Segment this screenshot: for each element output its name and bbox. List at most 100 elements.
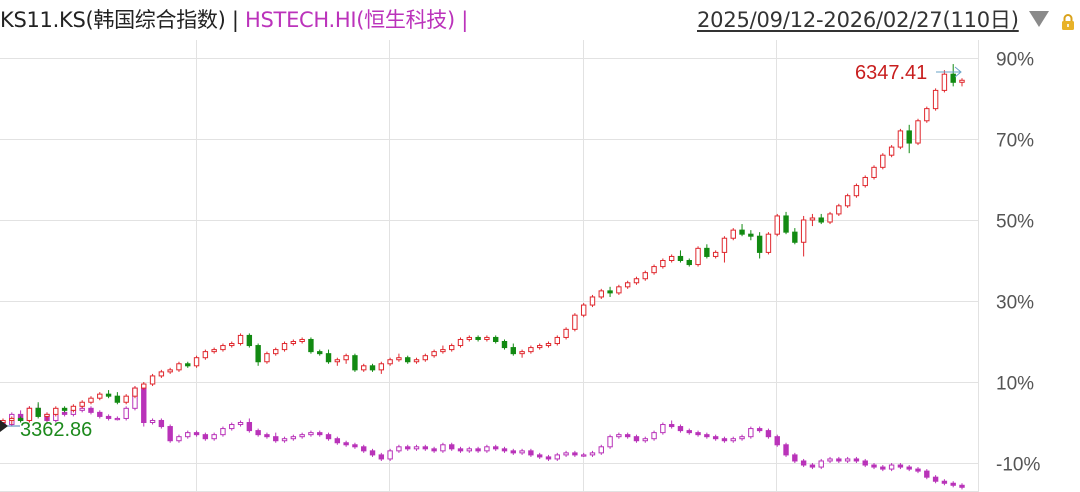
- candle: [440, 345, 446, 354]
- candle: [783, 442, 789, 457]
- candle: [141, 386, 147, 427]
- candle: [809, 213, 816, 227]
- candle: [809, 463, 816, 470]
- candle: [545, 454, 552, 461]
- candle: [308, 430, 314, 437]
- candle: [888, 145, 895, 158]
- candle: [704, 432, 710, 439]
- compare-symbol-label[interactable]: HSTECH.HI(恒生科技) |: [245, 8, 469, 32]
- candle: [950, 481, 956, 488]
- candle: [449, 343, 455, 352]
- candle: [818, 213, 824, 225]
- candle: [9, 416, 15, 425]
- lock-icon[interactable]: [1061, 13, 1075, 31]
- candle: [748, 426, 754, 439]
- main-symbol-label[interactable]: KS11.KS(韩国综合指数): [0, 8, 226, 32]
- candle: [211, 432, 217, 441]
- candle: [105, 414, 112, 421]
- candle: [554, 452, 560, 461]
- title-separator: |: [225, 8, 246, 32]
- candle: [378, 361, 385, 374]
- triangle-down-icon[interactable]: [1029, 11, 1049, 27]
- candle: [387, 357, 393, 366]
- candle: [299, 337, 305, 344]
- candle: [492, 444, 499, 451]
- candle: [589, 294, 596, 308]
- candle: [220, 343, 226, 352]
- y-tick-label: 30%: [996, 293, 1034, 314]
- candle: [730, 228, 736, 241]
- candle: [264, 351, 270, 364]
- candle: [712, 434, 719, 441]
- first-value-label: 3362.86: [20, 419, 92, 441]
- candle: [343, 440, 349, 447]
- candle: [668, 420, 675, 429]
- candle: [352, 442, 358, 449]
- candle: [651, 264, 657, 275]
- candle: [792, 452, 798, 463]
- candle: [792, 228, 798, 245]
- candle: [783, 211, 789, 235]
- candle: [396, 444, 402, 453]
- candle: [756, 426, 763, 433]
- candle: [800, 215, 807, 257]
- candle: [642, 270, 648, 281]
- candle: [554, 335, 560, 346]
- candle: [721, 236, 728, 263]
- candle: [176, 361, 182, 372]
- candle: [229, 422, 235, 431]
- series-ks11: [0, 64, 965, 427]
- candle: [519, 448, 525, 455]
- candle: [193, 430, 200, 437]
- candle: [290, 434, 297, 441]
- candle: [660, 422, 666, 435]
- candle: [413, 357, 420, 364]
- candle: [53, 406, 59, 417]
- candle: [457, 446, 464, 453]
- date-range-selector[interactable]: 2025/09/12-2026/02/27(110日): [697, 8, 1019, 32]
- candle: [114, 416, 121, 421]
- candle: [167, 424, 173, 443]
- candle: [325, 349, 332, 364]
- first-value-marker-icon: [0, 420, 8, 432]
- candle: [836, 456, 842, 463]
- price-chart[interactable]: 90% 70% 50% 30% 10% -10% 6347.41 3362.86: [0, 40, 1080, 492]
- candle: [580, 452, 587, 457]
- candle: [185, 430, 191, 439]
- candle: [836, 203, 842, 216]
- candle: [149, 373, 156, 387]
- candle: [572, 450, 578, 457]
- candle: [237, 420, 244, 427]
- candle: [255, 428, 261, 437]
- candle: [246, 333, 253, 348]
- candle: [686, 258, 692, 267]
- y-tick-label: -10%: [996, 455, 1040, 476]
- candle: [35, 402, 41, 419]
- candle: [466, 335, 473, 342]
- candle: [475, 335, 481, 342]
- candle: [220, 426, 226, 437]
- last-value-label: 6347.41: [855, 62, 927, 84]
- candle: [888, 463, 895, 472]
- candle: [660, 258, 666, 269]
- candle: [193, 355, 200, 368]
- candle: [185, 361, 191, 368]
- candle: [255, 343, 261, 366]
- candle: [317, 349, 323, 356]
- candle: [405, 444, 411, 451]
- candle: [748, 230, 754, 241]
- candle: [466, 446, 473, 453]
- candle: [431, 349, 437, 358]
- candle: [651, 430, 657, 441]
- candle: [730, 436, 736, 443]
- candle: [431, 446, 437, 453]
- candle: [545, 341, 552, 348]
- candle: [325, 432, 332, 441]
- candle: [668, 254, 675, 263]
- candle: [290, 339, 297, 346]
- candle: [44, 412, 50, 421]
- candle: [959, 483, 965, 490]
- grid-lines: [0, 40, 979, 492]
- candle: [774, 213, 780, 237]
- candle: [70, 404, 77, 413]
